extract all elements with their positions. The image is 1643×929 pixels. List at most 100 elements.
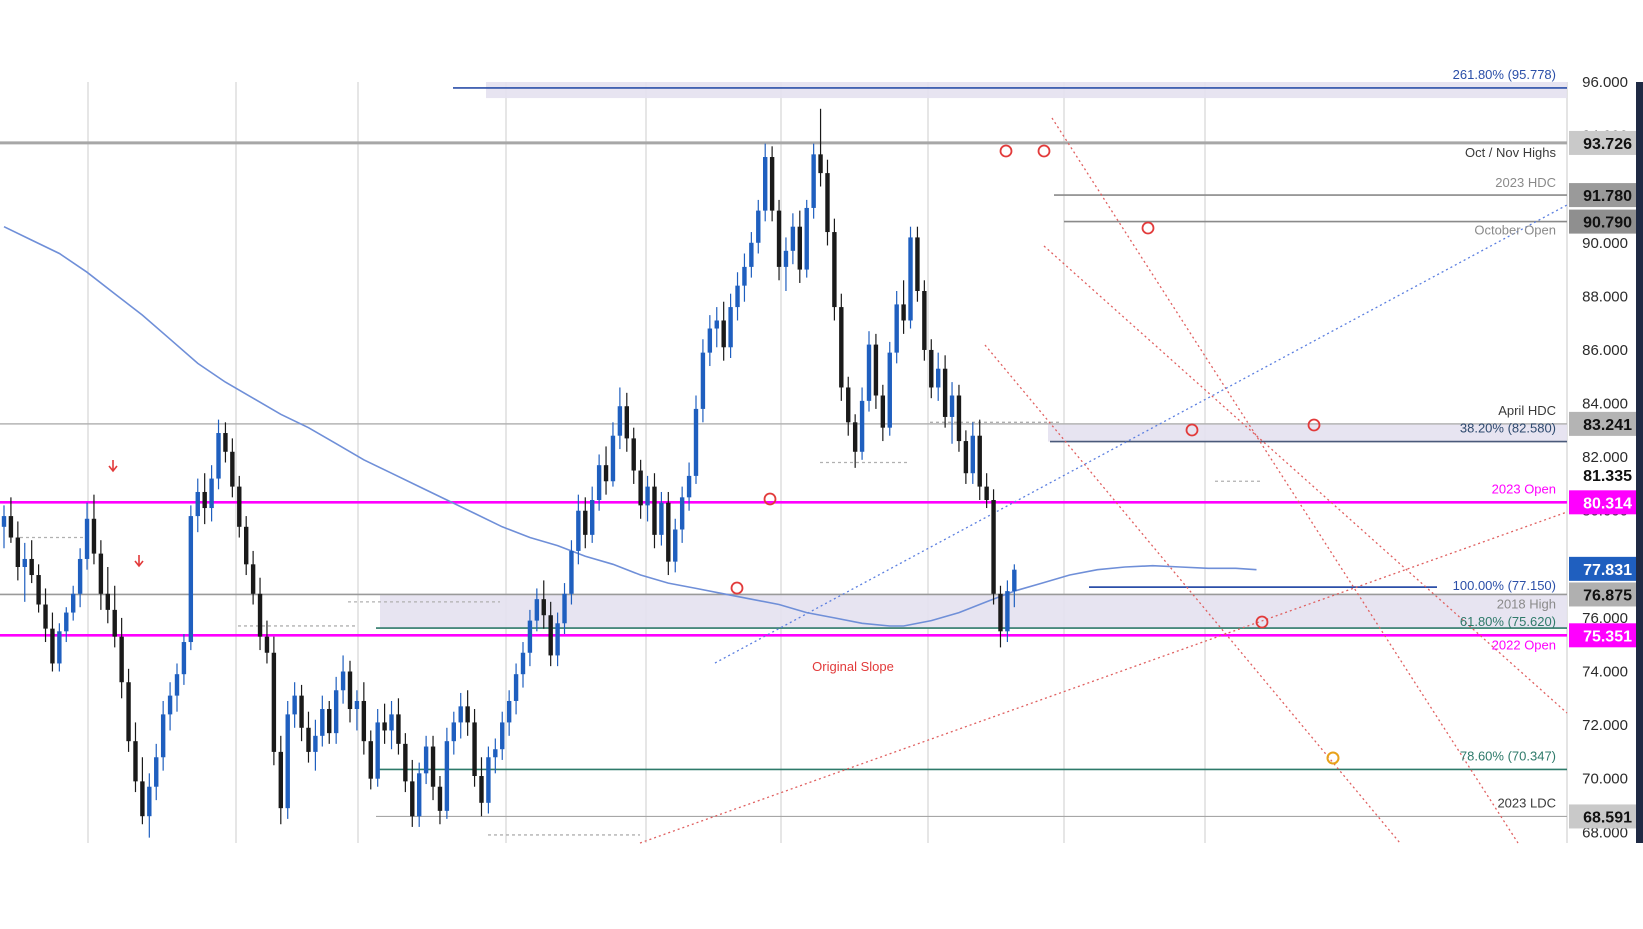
candle: [327, 700, 332, 744]
candle: [617, 387, 623, 450]
candle: [977, 419, 982, 501]
candle-body: [479, 776, 484, 803]
candle: [679, 486, 685, 543]
candle: [389, 700, 394, 750]
candle: [133, 722, 138, 793]
candle: [396, 698, 401, 755]
candle-body: [237, 486, 242, 527]
price-tag-label: 80.314: [1583, 495, 1632, 512]
candle: [188, 505, 194, 651]
pivot-marker: [999, 144, 1013, 158]
candle: [444, 727, 450, 819]
candle-body: [188, 516, 194, 643]
price-axis-panel: [1567, 82, 1643, 843]
y-tick-label: 86.000: [1582, 342, 1628, 359]
candle: [735, 272, 740, 321]
candle: [64, 607, 69, 643]
y-tick-label: 96.000: [1582, 74, 1628, 91]
candle: [8, 497, 14, 543]
price-tag: [1569, 209, 1636, 234]
candle: [769, 146, 775, 222]
candle: [548, 601, 553, 667]
candle-body: [430, 746, 436, 787]
price-tag-label: 83.241: [1583, 417, 1632, 434]
candle: [811, 143, 816, 219]
candle: [417, 762, 422, 827]
candle-body: [285, 714, 290, 809]
candle-body: [714, 320, 719, 329]
candle: [347, 660, 353, 723]
candle-body: [77, 558, 83, 594]
candle: [340, 655, 346, 704]
candle: [423, 735, 429, 785]
candle: [1012, 564, 1017, 608]
candle: [506, 690, 512, 736]
candle-body: [57, 631, 62, 664]
candle: [942, 355, 948, 428]
candle: [520, 642, 526, 688]
price-tag: [1569, 462, 1636, 487]
candle: [707, 315, 713, 367]
candle: [320, 695, 325, 747]
candle-body: [617, 406, 623, 436]
candle: [36, 564, 41, 613]
candle: [590, 486, 595, 543]
candle-body: [804, 207, 809, 270]
candle-body: [368, 741, 373, 779]
price-tag: [1569, 804, 1636, 829]
candle-body: [313, 735, 318, 752]
candle-body: [306, 727, 311, 752]
candle-body: [382, 722, 387, 731]
target-marker: [1326, 751, 1340, 765]
candle-body: [769, 157, 775, 211]
candle-body: [873, 344, 879, 396]
candle: [437, 776, 443, 825]
candle: [825, 159, 830, 246]
candle-body: [915, 237, 920, 292]
pivot-marker: [1037, 144, 1051, 158]
candle: [154, 743, 159, 801]
candle-body: [610, 435, 616, 482]
candle-body: [292, 695, 297, 715]
pivot-marker: [763, 492, 777, 506]
candle-body: [832, 232, 837, 308]
candle-body: [244, 526, 249, 565]
candle: [659, 491, 664, 546]
candle-body: [852, 422, 858, 452]
candle-body: [472, 722, 477, 777]
candle-body: [735, 285, 740, 308]
candle: [160, 700, 166, 771]
candle: [451, 711, 456, 755]
candle: [1005, 580, 1010, 643]
original-slope-line: [639, 511, 1568, 844]
candle-body: [541, 599, 546, 616]
descending-channel-upper: [1051, 117, 1519, 844]
level-label: 100.00% (77.150): [1453, 578, 1556, 593]
candle-body: [126, 682, 131, 742]
candle: [410, 759, 415, 827]
y-tick-label: 88.000: [1582, 288, 1628, 305]
candle: [673, 518, 678, 573]
candle-body: [776, 210, 782, 267]
candle: [216, 419, 221, 490]
y-tick-label: 82.000: [1582, 449, 1628, 466]
price-tag-label: 90.790: [1583, 215, 1632, 232]
candle: [91, 494, 97, 565]
candle-body: [790, 226, 796, 251]
candle: [354, 690, 360, 731]
candle-body: [984, 486, 989, 501]
candle: [500, 711, 505, 760]
candle-body: [506, 700, 512, 723]
candle-body: [998, 593, 1003, 632]
candle-body: [320, 709, 325, 736]
candle: [278, 735, 283, 825]
y-tick-label: 84.000: [1582, 396, 1628, 413]
candle: [430, 735, 436, 801]
candle: [313, 719, 318, 771]
candle: [15, 521, 21, 581]
candle: [797, 210, 802, 283]
candle-body: [666, 502, 671, 562]
candle-body: [147, 786, 152, 817]
candle-body: [140, 781, 145, 817]
